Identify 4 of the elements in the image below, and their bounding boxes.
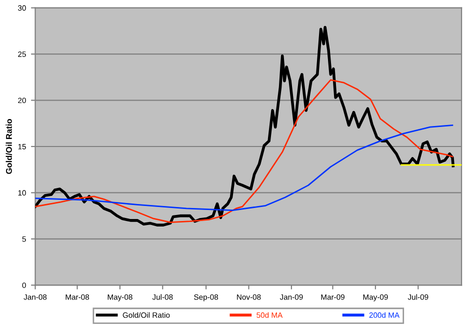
line-series	[35, 26, 455, 226]
y-axis-title: Gold/Oil Ratio	[6, 119, 12, 174]
line-series	[35, 79, 454, 223]
line-series	[35, 124, 454, 211]
